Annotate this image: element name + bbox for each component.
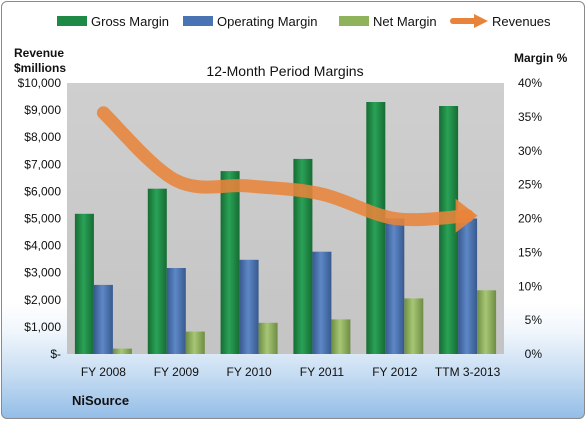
bar-net-margin-fy-2008 xyxy=(112,348,132,354)
bar-gross-margin-ttm-3-2013 xyxy=(439,106,459,354)
chart-svg: Gross Margin Operating Margin Net Margin… xyxy=(14,14,568,408)
left-tick-label: $2,000 xyxy=(24,293,61,307)
right-tick-label: 0% xyxy=(525,347,543,361)
x-tick-label: FY 2010 xyxy=(227,365,272,379)
chart-title: 12-Month Period Margins xyxy=(206,63,363,79)
right-tick-label: 5% xyxy=(525,313,543,327)
bar-operating-margin-fy-2011 xyxy=(312,251,332,354)
right-tick-label: 15% xyxy=(518,245,542,259)
right-axis-ticks: 0% 5% 10% 15% 20% 25% 30% 35% 40% xyxy=(518,76,542,361)
bar-operating-margin-fy-2012 xyxy=(385,218,405,354)
legend-item-operating-margin: Operating Margin xyxy=(183,14,317,29)
legend-label-gross-margin: Gross Margin xyxy=(91,14,169,29)
legend: Gross Margin Operating Margin Net Margin… xyxy=(57,14,551,29)
bar-gross-margin-fy-2009 xyxy=(147,188,167,354)
right-tick-label: 20% xyxy=(518,212,542,226)
bar-gross-margin-fy-2011 xyxy=(293,158,313,354)
left-axis-title-line1: Revenue xyxy=(14,46,64,60)
x-tick-label: FY 2011 xyxy=(300,365,345,379)
right-tick-label: 25% xyxy=(518,178,542,192)
bar-net-margin-fy-2011 xyxy=(331,319,351,354)
left-tick-label: $5,000 xyxy=(24,212,61,226)
legend-label-net-margin: Net Margin xyxy=(373,14,437,29)
bar-net-margin-fy-2010 xyxy=(258,322,278,354)
bar-net-margin-fy-2012 xyxy=(404,298,424,354)
bar-operating-margin-fy-2010 xyxy=(239,259,259,354)
left-tick-label: $3,000 xyxy=(24,266,61,280)
x-tick-label: FY 2012 xyxy=(372,365,417,379)
legend-swatch-gross-margin xyxy=(57,16,87,26)
x-axis-ticks: FY 2008 FY 2009 FY 2010 FY 2011 FY 2012 TTM 3… xyxy=(81,365,501,379)
left-tick-label: $10,000 xyxy=(18,76,62,90)
left-tick-label: $6,000 xyxy=(24,184,61,198)
legend-swatch-net-margin xyxy=(339,16,369,26)
left-tick-label: $1,000 xyxy=(24,320,61,334)
left-tick-label: $8,000 xyxy=(24,130,61,144)
bars-layer xyxy=(74,102,497,354)
right-axis-title: Margin % xyxy=(514,51,568,65)
x-tick-label: FY 2009 xyxy=(154,365,199,379)
bar-gross-margin-fy-2010 xyxy=(220,171,240,354)
legend-label-operating-margin: Operating Margin xyxy=(217,14,317,29)
revenue-line xyxy=(96,106,475,227)
legend-arrowhead-revenues xyxy=(474,14,488,28)
legend-item-gross-margin: Gross Margin xyxy=(57,14,169,29)
left-tick-label: $7,000 xyxy=(24,157,61,171)
bar-operating-margin-ttm-3-2013 xyxy=(458,218,478,354)
right-tick-label: 30% xyxy=(518,144,542,158)
bar-gross-margin-fy-2008 xyxy=(74,213,94,354)
company-name: NiSource xyxy=(72,393,129,408)
right-tick-label: 40% xyxy=(518,76,542,90)
legend-label-revenues: Revenues xyxy=(492,14,551,29)
right-tick-label: 10% xyxy=(518,279,542,293)
bar-operating-margin-fy-2008 xyxy=(93,284,113,354)
legend-item-net-margin: Net Margin xyxy=(339,14,437,29)
left-axis-title-line2: $millions xyxy=(14,61,66,75)
bar-net-margin-ttm-3-2013 xyxy=(477,290,497,354)
revenue-line-layer xyxy=(96,106,478,233)
legend-swatch-operating-margin xyxy=(183,16,213,26)
revenue-arrowhead xyxy=(455,198,478,233)
legend-item-revenues: Revenues xyxy=(450,14,551,29)
x-tick-label: TTM 3-2013 xyxy=(435,365,501,379)
x-tick-label: FY 2008 xyxy=(81,365,126,379)
left-tick-label: $4,000 xyxy=(24,239,61,253)
left-tick-label: $9,000 xyxy=(24,103,61,117)
left-tick-label: $- xyxy=(50,347,61,361)
bar-operating-margin-fy-2009 xyxy=(166,268,186,354)
right-tick-label: 35% xyxy=(518,110,542,124)
bar-net-margin-fy-2009 xyxy=(185,331,205,354)
bar-gross-margin-fy-2012 xyxy=(366,102,386,354)
left-axis-ticks: $- $1,000 $2,000 $3,000 $4,000 $5,000 $6,000 $7… xyxy=(18,76,62,361)
